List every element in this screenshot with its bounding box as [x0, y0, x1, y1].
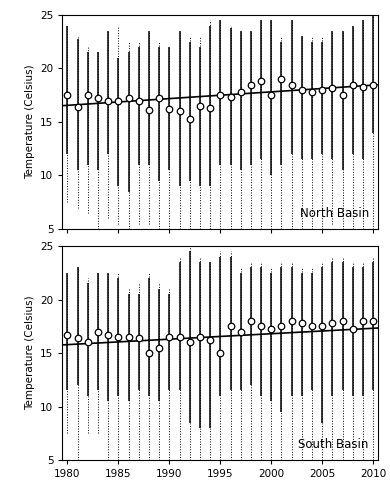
Point: [187, 115, 193, 123]
Point: [340, 317, 346, 325]
Point: [350, 80, 356, 88]
Y-axis label: Temperature (Celsius): Temperature (Celsius): [25, 296, 35, 410]
Point: [95, 328, 101, 336]
Point: [95, 94, 101, 102]
Point: [238, 328, 244, 336]
Text: South Basin: South Basin: [298, 438, 369, 452]
Point: [278, 75, 285, 83]
Point: [360, 317, 366, 325]
Point: [309, 322, 315, 330]
Point: [278, 322, 285, 330]
Point: [166, 333, 172, 341]
Point: [227, 94, 234, 102]
Point: [309, 88, 315, 96]
Point: [64, 91, 71, 99]
Point: [146, 106, 152, 114]
Y-axis label: Temperature (Celsius): Temperature (Celsius): [25, 64, 35, 180]
Point: [370, 80, 376, 88]
Point: [115, 96, 122, 104]
Point: [74, 334, 81, 342]
Point: [166, 105, 172, 113]
Point: [360, 82, 366, 90]
Point: [105, 96, 112, 104]
Point: [227, 322, 234, 330]
Point: [207, 104, 213, 112]
Point: [85, 338, 91, 346]
Point: [350, 326, 356, 334]
Point: [156, 94, 162, 102]
Point: [126, 94, 132, 102]
Point: [289, 80, 295, 88]
Point: [126, 333, 132, 341]
Point: [156, 344, 162, 351]
Point: [258, 78, 264, 86]
Point: [136, 96, 142, 104]
Point: [176, 333, 183, 341]
Point: [370, 317, 376, 325]
Point: [136, 334, 142, 342]
Point: [329, 84, 335, 92]
Point: [64, 331, 71, 339]
Point: [207, 336, 213, 344]
Text: North Basin: North Basin: [300, 208, 369, 220]
Point: [197, 102, 203, 110]
Point: [340, 91, 346, 99]
Point: [289, 317, 295, 325]
Point: [74, 103, 81, 111]
Point: [299, 319, 305, 327]
Point: [115, 333, 122, 341]
Point: [238, 88, 244, 96]
Point: [299, 86, 305, 94]
Point: [176, 108, 183, 116]
Point: [329, 319, 335, 327]
Point: [187, 338, 193, 346]
Point: [248, 80, 254, 88]
Point: [217, 349, 223, 357]
Point: [268, 326, 275, 334]
Point: [217, 91, 223, 99]
Point: [258, 322, 264, 330]
Point: [146, 349, 152, 357]
Point: [85, 91, 91, 99]
Point: [319, 322, 325, 330]
Point: [248, 317, 254, 325]
Point: [319, 86, 325, 94]
Point: [268, 91, 275, 99]
Point: [197, 333, 203, 341]
Point: [105, 331, 112, 339]
